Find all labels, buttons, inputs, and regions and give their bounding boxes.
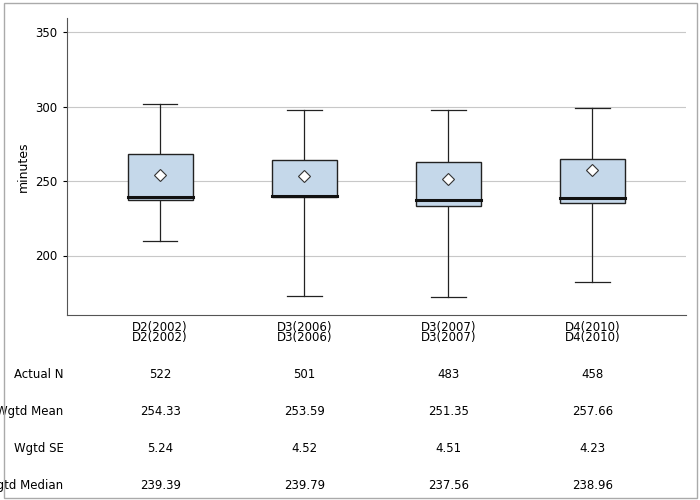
Text: 251.35: 251.35 xyxy=(428,404,469,417)
Text: Actual N: Actual N xyxy=(14,368,64,380)
Text: 253.59: 253.59 xyxy=(284,404,325,417)
Text: 257.66: 257.66 xyxy=(572,404,613,417)
Bar xyxy=(127,154,192,200)
Y-axis label: minutes: minutes xyxy=(17,141,29,192)
Text: Wgtd Mean: Wgtd Mean xyxy=(0,404,64,417)
Text: Wgtd SE: Wgtd SE xyxy=(14,442,64,454)
Text: 501: 501 xyxy=(293,368,315,380)
Text: 239.39: 239.39 xyxy=(139,478,181,492)
Text: 4.52: 4.52 xyxy=(291,442,317,454)
Bar xyxy=(272,160,337,198)
Text: 522: 522 xyxy=(149,368,172,380)
Text: 254.33: 254.33 xyxy=(140,404,181,417)
Text: 5.24: 5.24 xyxy=(147,442,173,454)
Text: 483: 483 xyxy=(438,368,459,380)
Text: D3(2007): D3(2007) xyxy=(421,330,476,344)
Text: D2(2002): D2(2002) xyxy=(132,330,188,344)
Text: D4(2010): D4(2010) xyxy=(564,330,620,344)
Text: 458: 458 xyxy=(581,368,603,380)
Text: 239.79: 239.79 xyxy=(284,478,325,492)
Bar xyxy=(416,162,481,206)
Text: D3(2006): D3(2006) xyxy=(276,330,332,344)
Text: 237.56: 237.56 xyxy=(428,478,469,492)
Text: Wgtd Median: Wgtd Median xyxy=(0,478,64,492)
Text: 238.96: 238.96 xyxy=(572,478,613,492)
Text: 4.23: 4.23 xyxy=(580,442,606,454)
Text: 4.51: 4.51 xyxy=(435,442,461,454)
Bar xyxy=(560,159,625,204)
